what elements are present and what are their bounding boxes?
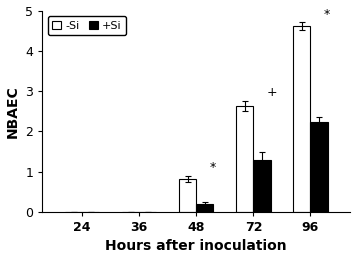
Text: +: +: [267, 86, 277, 99]
X-axis label: Hours after inoculation: Hours after inoculation: [105, 239, 287, 254]
Bar: [310, 122, 328, 212]
Bar: [196, 204, 213, 212]
Bar: [253, 160, 271, 212]
Bar: [179, 179, 196, 212]
Text: *: *: [209, 161, 216, 174]
Legend: -Si, +Si: -Si, +Si: [48, 16, 126, 35]
Bar: [236, 106, 253, 212]
Bar: [293, 26, 310, 212]
Text: *: *: [324, 8, 330, 21]
Y-axis label: NBAEC: NBAEC: [6, 85, 20, 138]
